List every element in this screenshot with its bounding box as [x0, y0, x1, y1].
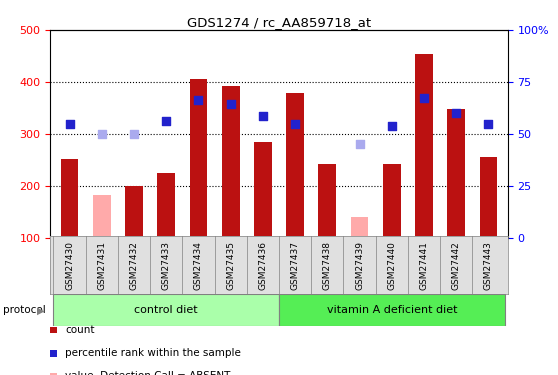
Point [484, 121, 493, 127]
Text: GSM27437: GSM27437 [291, 241, 300, 290]
Text: count: count [65, 325, 95, 335]
Text: GSM27433: GSM27433 [162, 241, 171, 290]
Bar [254, 142, 272, 238]
Point [194, 97, 203, 103]
Bar [54, 294, 279, 326]
Text: GSM27435: GSM27435 [226, 241, 235, 290]
Point [129, 131, 138, 137]
Point [97, 131, 106, 137]
Bar [93, 195, 110, 238]
Point [420, 94, 429, 100]
Text: GSM27431: GSM27431 [97, 241, 106, 290]
Text: ▶: ▶ [37, 305, 45, 315]
Text: GSM27442: GSM27442 [452, 241, 461, 290]
Bar [448, 109, 465, 238]
Point [162, 118, 171, 124]
Point [258, 113, 267, 119]
Bar [383, 164, 401, 238]
Point [387, 123, 396, 129]
Bar [415, 54, 433, 238]
Text: vitamin A deficient diet: vitamin A deficient diet [326, 305, 457, 315]
Point [291, 121, 300, 127]
Text: percentile rank within the sample: percentile rank within the sample [65, 348, 241, 358]
Bar [157, 173, 175, 238]
Bar [61, 159, 79, 238]
Title: GDS1274 / rc_AA859718_at: GDS1274 / rc_AA859718_at [187, 16, 371, 29]
Bar [479, 157, 497, 238]
Text: GSM27441: GSM27441 [420, 241, 429, 290]
Bar [350, 217, 368, 238]
Text: GSM27432: GSM27432 [129, 241, 138, 290]
Point [355, 141, 364, 147]
Text: GSM27440: GSM27440 [387, 241, 396, 290]
Text: GSM27430: GSM27430 [65, 241, 74, 290]
Point [452, 110, 461, 116]
Bar [286, 93, 304, 238]
Text: control diet: control diet [134, 305, 198, 315]
Bar [319, 164, 336, 238]
Bar [222, 86, 239, 238]
Text: GSM27438: GSM27438 [323, 241, 332, 290]
Text: GSM27439: GSM27439 [355, 241, 364, 290]
Text: protocol: protocol [3, 305, 46, 315]
Point [65, 121, 74, 127]
Bar [125, 186, 143, 238]
Point [226, 101, 235, 107]
Text: GSM27436: GSM27436 [258, 241, 267, 290]
Bar [279, 294, 504, 326]
Bar [190, 80, 208, 238]
Text: value, Detection Call = ABSENT: value, Detection Call = ABSENT [65, 372, 230, 375]
Text: GSM27443: GSM27443 [484, 241, 493, 290]
Text: GSM27434: GSM27434 [194, 241, 203, 290]
